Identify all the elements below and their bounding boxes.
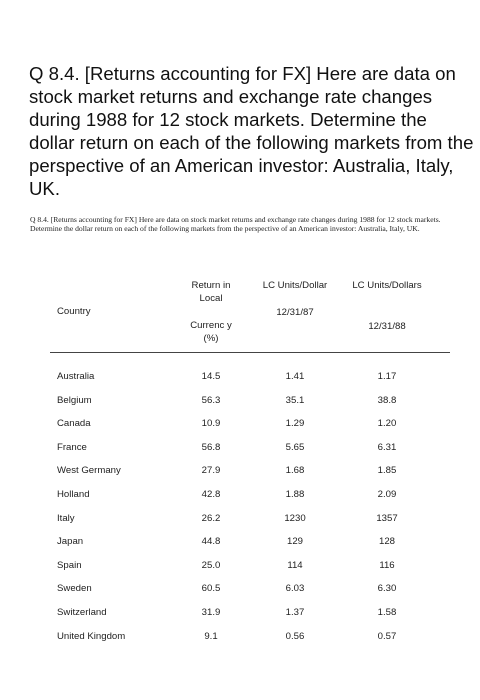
lc-1987-cell: 1.41 (285, 371, 305, 382)
table-row: Holland 42.8 1.88 2.09 (30, 488, 450, 512)
country-cell: France (57, 441, 87, 453)
country-cell: Switzerland (57, 606, 107, 618)
country-cell: Japan (57, 536, 84, 548)
table-row: Australia 14.5 1.41 1.17 (30, 370, 450, 394)
header-lc-1987-top: LC Units/Dollar (262, 280, 328, 291)
table-row: Japan 44.8 129 128 (30, 535, 450, 559)
question-title: Q 8.4. [Returns accounting for FX] Here … (29, 63, 474, 199)
lc-1987-cell: 129 (286, 536, 303, 548)
header-return-top: Return in Local (191, 280, 231, 304)
return-cell: 60.5 (201, 583, 221, 595)
header-divider (50, 352, 450, 353)
table-row: Spain 25.0 114 116 (30, 559, 450, 583)
table-row: France 56.8 5.65 6.31 (30, 441, 450, 465)
header-lc-1988-bottom: 12/31/88 (368, 321, 406, 332)
country-cell: Canada (57, 418, 91, 430)
lc-1988-cell: 1357 (376, 512, 398, 524)
table-row: Canada 10.9 1.29 1.20 (30, 417, 450, 441)
header-lc-1988-top: LC Units/Dollars (352, 280, 422, 291)
lc-1987-cell: 1230 (284, 512, 306, 524)
lc-1988-cell: 0.57 (377, 630, 397, 642)
table-body: Australia 14.5 1.41 1.17 Belgium 56.3 35… (30, 370, 450, 653)
lc-1987-cell: 1.68 (285, 465, 305, 477)
lc-1988-cell: 1.20 (377, 418, 397, 430)
return-cell: 27.9 (201, 465, 221, 477)
table-row: Belgium 56.3 35.1 38.8 (30, 394, 450, 418)
return-cell: 44.8 (201, 536, 221, 548)
header-lc-1987-bottom: 12/31/87 (276, 307, 314, 318)
header-country: Country (57, 306, 91, 317)
country-cell: Belgium (57, 394, 92, 406)
country-cell: Australia (57, 371, 95, 382)
return-cell: 56.8 (201, 441, 221, 453)
lc-1987-cell: 35.1 (285, 394, 305, 406)
table-row: Italy 26.2 1230 1357 (30, 512, 450, 536)
lc-1987-cell: 1.29 (285, 418, 305, 430)
lc-1987-cell: 6.03 (285, 583, 305, 595)
table-row: United Kingdom 9.1 0.56 0.57 (30, 630, 450, 654)
lc-1988-cell: 1.85 (377, 465, 397, 477)
country-cell: Holland (57, 488, 90, 500)
header-return-bottom: Currenc y (%) (190, 320, 232, 344)
country-cell: West Germany (57, 465, 121, 477)
return-cell: 9.1 (204, 630, 218, 642)
lc-1988-cell: 38.8 (377, 394, 397, 406)
return-cell: 31.9 (201, 606, 221, 618)
lc-1987-cell: 0.56 (285, 630, 305, 642)
lc-1988-cell: 128 (378, 536, 395, 548)
return-cell: 25.0 (201, 559, 221, 571)
lc-1988-cell: 116 (379, 559, 395, 571)
return-cell: 26.2 (201, 512, 221, 524)
lc-1988-cell: 6.31 (377, 441, 397, 453)
return-cell: 42.8 (201, 488, 221, 500)
country-cell: Sweden (57, 583, 92, 595)
question-subtext: Q 8.4. [Returns accounting for FX] Here … (30, 215, 441, 234)
table-row: Switzerland 31.9 1.37 1.58 (30, 606, 450, 630)
country-cell: United Kingdom (57, 630, 126, 642)
lc-1988-cell: 2.09 (377, 488, 397, 500)
country-cell: Spain (57, 559, 82, 571)
lc-1988-cell: 6.30 (377, 583, 397, 595)
lc-1987-cell: 1.37 (285, 606, 305, 618)
return-cell: 10.9 (201, 418, 221, 430)
table-row: West Germany 27.9 1.68 1.85 (30, 464, 450, 488)
lc-1987-cell: 114 (287, 559, 303, 571)
table-row: Sweden 60.5 6.03 6.30 (30, 582, 450, 606)
return-cell: 56.3 (201, 394, 221, 406)
lc-1987-cell: 1.88 (285, 488, 305, 500)
return-cell: 14.5 (201, 371, 221, 382)
lc-1988-cell: 1.58 (377, 606, 397, 618)
lc-1988-cell: 1.17 (377, 371, 397, 382)
lc-1987-cell: 5.65 (285, 441, 305, 453)
country-cell: Italy (57, 512, 75, 524)
